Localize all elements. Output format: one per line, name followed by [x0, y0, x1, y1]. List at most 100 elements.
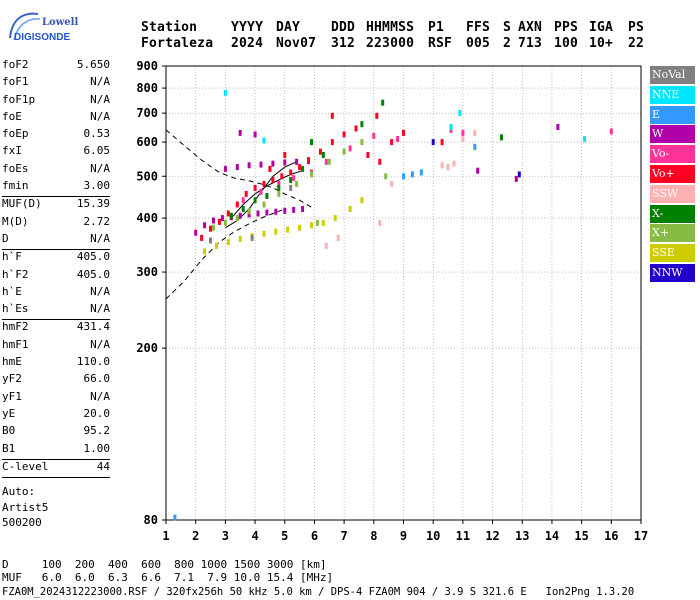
- echo-point: [295, 158, 299, 165]
- param-row: foF2 5.650: [2, 58, 110, 75]
- legend-item-nne: NNE: [650, 85, 695, 104]
- echo-point: [274, 228, 278, 235]
- echo-point: [440, 139, 444, 146]
- echo-point: [292, 206, 296, 213]
- param-value: 2.72: [83, 214, 111, 228]
- param-name: hmF1: [2, 337, 29, 351]
- echo-point: [402, 129, 405, 136]
- echo-point: [461, 129, 465, 136]
- echo-point: [324, 158, 328, 165]
- param-value: N/A: [90, 231, 110, 245]
- echo-point: [473, 129, 477, 136]
- echo-point: [238, 129, 242, 136]
- param-row: hmE 110.0: [2, 355, 110, 372]
- echo-point: [330, 139, 334, 146]
- legend-item-sse: SSE: [650, 244, 695, 263]
- echo-point: [238, 212, 242, 219]
- legend-item-e: E: [650, 105, 695, 124]
- echo-point: [336, 234, 340, 241]
- echo-point: [235, 201, 239, 208]
- param-row: foEp 0.53: [2, 127, 110, 144]
- echo-point: [384, 173, 388, 180]
- echo-point: [289, 169, 293, 176]
- echo-point: [431, 139, 435, 146]
- echo-point: [419, 169, 423, 176]
- param-value: N/A: [90, 75, 110, 89]
- y-tick-label: 900: [136, 59, 158, 73]
- echo-point: [476, 167, 480, 174]
- echo-point: [262, 201, 266, 208]
- echo-point: [200, 234, 204, 241]
- param-value: N/A: [90, 337, 110, 351]
- echo-point: [262, 230, 266, 237]
- param-name: MUF(D): [2, 197, 42, 211]
- echo-point: [396, 136, 400, 142]
- param-row: B1 1.00: [2, 442, 110, 459]
- echo-point: [277, 190, 281, 197]
- echo-point: [268, 165, 272, 172]
- param-value: 110.0: [76, 355, 110, 369]
- auto-version: 500200: [2, 516, 42, 529]
- param-name: fxI: [2, 144, 22, 158]
- param-name: h`Es: [2, 302, 29, 316]
- param-name: h`E: [2, 284, 22, 298]
- echo-point: [348, 206, 352, 212]
- param-value: 0.53: [83, 127, 111, 141]
- header-value-11: 22: [628, 36, 645, 51]
- param-value: 6.05: [83, 144, 111, 158]
- header-label-9: PPS: [554, 20, 579, 35]
- echo-point: [410, 171, 414, 178]
- echo-point: [342, 131, 346, 138]
- echo-point: [360, 139, 364, 146]
- echo-point: [241, 197, 245, 204]
- header-value-3: 312: [331, 36, 356, 51]
- x-tick-label: 4: [251, 529, 258, 543]
- header-label-8: AXN: [518, 20, 543, 35]
- echo-point: [262, 180, 266, 187]
- legend-item-x+: X+: [650, 224, 695, 243]
- echo-point: [241, 206, 245, 212]
- echo-point: [378, 219, 382, 226]
- param-row: yF1 N/A: [2, 390, 110, 407]
- echo-point: [220, 215, 224, 222]
- echo-point: [461, 136, 465, 142]
- echo-point: [556, 124, 560, 130]
- param-name: hmF2: [2, 320, 29, 334]
- y-tick-label: 600: [136, 135, 158, 149]
- x-tick-label: 12: [485, 529, 499, 543]
- header-value-7: 2: [503, 36, 512, 51]
- echo-point: [378, 158, 382, 165]
- y-tick-label: 400: [136, 211, 158, 225]
- x-tick-label: 9: [400, 529, 407, 543]
- param-row: h`E N/A: [2, 285, 110, 302]
- y-tick-label: 80: [144, 513, 158, 527]
- param-name: foF2: [2, 58, 29, 71]
- param-name: M(D): [2, 214, 29, 228]
- param-value: 405.0: [76, 267, 110, 281]
- echo-point: [217, 218, 221, 225]
- legend-item-noval: NoVal: [650, 66, 695, 84]
- param-name: hmE: [2, 355, 22, 369]
- echo-point: [259, 188, 263, 195]
- header-value-1: 2024: [231, 36, 264, 51]
- param-separator: [2, 196, 110, 198]
- param-row: D N/A: [2, 232, 110, 249]
- echo-point: [223, 219, 227, 226]
- param-value: N/A: [90, 161, 110, 175]
- echo-point: [226, 239, 230, 246]
- echo-point: [194, 229, 198, 236]
- x-tick-label: 15: [574, 529, 588, 543]
- echo-point: [327, 158, 331, 165]
- param-separator: [2, 477, 110, 479]
- x-tick-label: 10: [426, 529, 440, 543]
- param-row: C-level 44: [2, 460, 110, 477]
- y-tick-label: 700: [136, 106, 158, 120]
- echo-point: [223, 89, 227, 96]
- echo-point: [609, 128, 613, 135]
- param-name: foEp: [2, 127, 29, 141]
- echo-point: [223, 165, 227, 172]
- echo-point: [348, 145, 352, 152]
- echo-point: [402, 173, 405, 180]
- param-row: hmF1 N/A: [2, 338, 110, 355]
- header-value-9: 100: [554, 36, 579, 51]
